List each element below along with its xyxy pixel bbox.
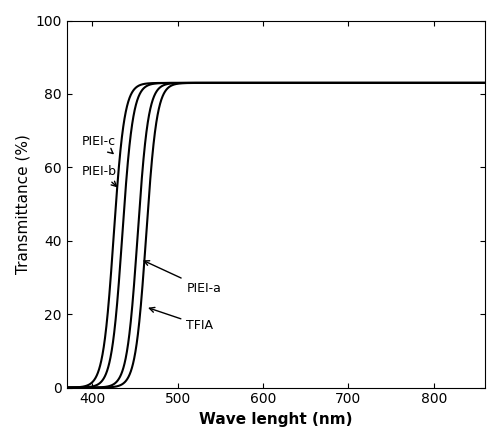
Y-axis label: Transmittance (%): Transmittance (%) [15, 134, 30, 274]
Text: PIEI-a: PIEI-a [144, 261, 221, 295]
Text: PIEI-b: PIEI-b [82, 164, 117, 187]
Text: PIEI-c: PIEI-c [82, 135, 116, 153]
Text: TFIA: TFIA [150, 308, 214, 332]
X-axis label: Wave lenght (nm): Wave lenght (nm) [199, 412, 352, 427]
